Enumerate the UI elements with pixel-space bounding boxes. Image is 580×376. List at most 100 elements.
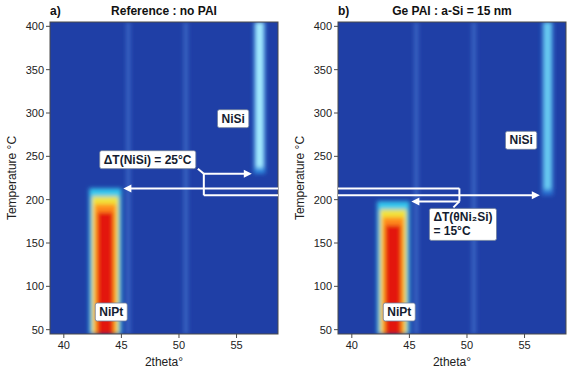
- y-tick-label: 350: [26, 64, 44, 76]
- bracket-nub: [453, 201, 459, 207]
- y-tick: [334, 113, 338, 114]
- panel-title: Ge PAI : a-Si = 15 nm: [392, 4, 511, 18]
- peak-band: [126, 22, 130, 334]
- y-tick: [46, 286, 50, 287]
- x-tick: [466, 334, 467, 338]
- bracket: [458, 188, 460, 201]
- peak-band: [472, 22, 476, 334]
- plot-area: [50, 22, 278, 334]
- y-tick: [46, 113, 50, 114]
- annotation-label-text: ΔT(NiSi) = 25°C: [104, 153, 192, 167]
- y-tick: [46, 26, 50, 27]
- x-tick-label: 50: [173, 339, 185, 351]
- y-tick: [334, 286, 338, 287]
- y-tick-label: 100: [314, 280, 332, 292]
- x-tick-label: 45: [403, 339, 415, 351]
- peak-label: NiSi: [505, 131, 536, 149]
- y-tick: [334, 329, 338, 330]
- y-tick: [334, 26, 338, 27]
- panel-letter: b): [338, 4, 349, 18]
- annotation-label-line: = 15°C: [433, 224, 470, 238]
- y-axis-title: Temperature °C: [293, 136, 307, 220]
- arrow-shaft: [204, 194, 278, 196]
- x-tick-label: 40: [58, 339, 70, 351]
- x-axis-title: 2theta°: [145, 355, 183, 369]
- y-tick-label: 300: [26, 107, 44, 119]
- peak-band: [542, 22, 554, 195]
- y-tick: [334, 199, 338, 200]
- peak-band: [184, 22, 188, 334]
- arrow-head: [244, 170, 252, 178]
- bracket: [203, 174, 205, 196]
- x-axis-title: 2theta°: [433, 355, 471, 369]
- y-tick: [334, 156, 338, 157]
- annotation: ΔT(θNi₂Si)= 15°C: [123, 184, 496, 240]
- y-tick-label: 250: [26, 150, 44, 162]
- annotation-label: ΔT(NiSi) = 25°C: [100, 151, 196, 169]
- y-tick-label: 100: [26, 280, 44, 292]
- y-tick-label: 150: [26, 237, 44, 249]
- peak-label: NiPt: [383, 303, 415, 321]
- annotation: ΔT(NiSi) = 25°C: [100, 151, 540, 200]
- annotation-label-box: [100, 151, 196, 169]
- y-tick-label: 300: [314, 107, 332, 119]
- x-tick-label: 45: [115, 339, 127, 351]
- peak-label-box: [383, 303, 415, 321]
- peak-label-text: NiSi: [221, 112, 244, 126]
- y-tick-label: 400: [314, 20, 332, 32]
- peak-band: [414, 22, 418, 334]
- y-tick-label: 250: [314, 150, 332, 162]
- arrow-shaft: [204, 173, 246, 175]
- y-axis-title: Temperature °C: [5, 136, 19, 220]
- x-tick: [409, 334, 410, 338]
- arrow-head: [123, 184, 131, 192]
- y-tick: [46, 329, 50, 330]
- y-tick-label: 350: [314, 64, 332, 76]
- bracket-nub: [198, 169, 204, 174]
- annotation-label-box: [429, 208, 496, 240]
- peaks: [377, 22, 553, 334]
- peaks: [89, 22, 265, 334]
- x-tick: [524, 334, 525, 338]
- peak-label-text: NiSi: [509, 133, 532, 147]
- x-tick: [351, 334, 352, 338]
- y-tick-label: 200: [26, 194, 44, 206]
- heatmap-background: [338, 22, 566, 334]
- peak-label-text: NiPt: [99, 305, 123, 319]
- peak-label-box: [505, 131, 536, 149]
- y-tick-label: 400: [26, 20, 44, 32]
- peak-label-box: [95, 303, 127, 321]
- arrow-head: [532, 191, 540, 199]
- y-tick: [46, 69, 50, 70]
- peak-label: NiSi: [217, 110, 248, 128]
- peak-label: NiPt: [95, 303, 127, 321]
- x-tick: [63, 334, 64, 338]
- peak-band: [254, 22, 266, 174]
- peak-label-box: [217, 110, 248, 128]
- annotation-label-line: ΔT(θNi₂Si): [433, 210, 492, 224]
- y-tick: [46, 243, 50, 244]
- y-tick-label: 150: [314, 237, 332, 249]
- x-tick-label: 55: [230, 339, 242, 351]
- y-tick: [46, 156, 50, 157]
- y-tick: [334, 69, 338, 70]
- plot-area: [338, 22, 566, 334]
- y-tick-label: 50: [32, 324, 44, 336]
- x-tick: [178, 334, 179, 338]
- arrow-shaft: [129, 187, 278, 189]
- x-tick-label: 55: [518, 339, 530, 351]
- arrow-shaft: [338, 194, 534, 196]
- x-tick: [236, 334, 237, 338]
- x-tick-label: 40: [346, 339, 358, 351]
- arrow-head: [411, 197, 419, 205]
- annotation-label-text: ΔT(θNi₂Si)= 15°C: [433, 210, 492, 238]
- peak-label-text: NiPt: [387, 305, 411, 319]
- plot-frame: [338, 22, 566, 334]
- arrow-shaft: [338, 187, 459, 189]
- plot-frame: [50, 22, 278, 334]
- panel-title: Reference : no PAI: [111, 4, 217, 18]
- y-tick-label: 200: [314, 194, 332, 206]
- x-tick: [121, 334, 122, 338]
- y-tick: [334, 243, 338, 244]
- figure: 40 45 50 55 50 100 150 200 250 300 350 400 2theta° Te…: [0, 0, 580, 376]
